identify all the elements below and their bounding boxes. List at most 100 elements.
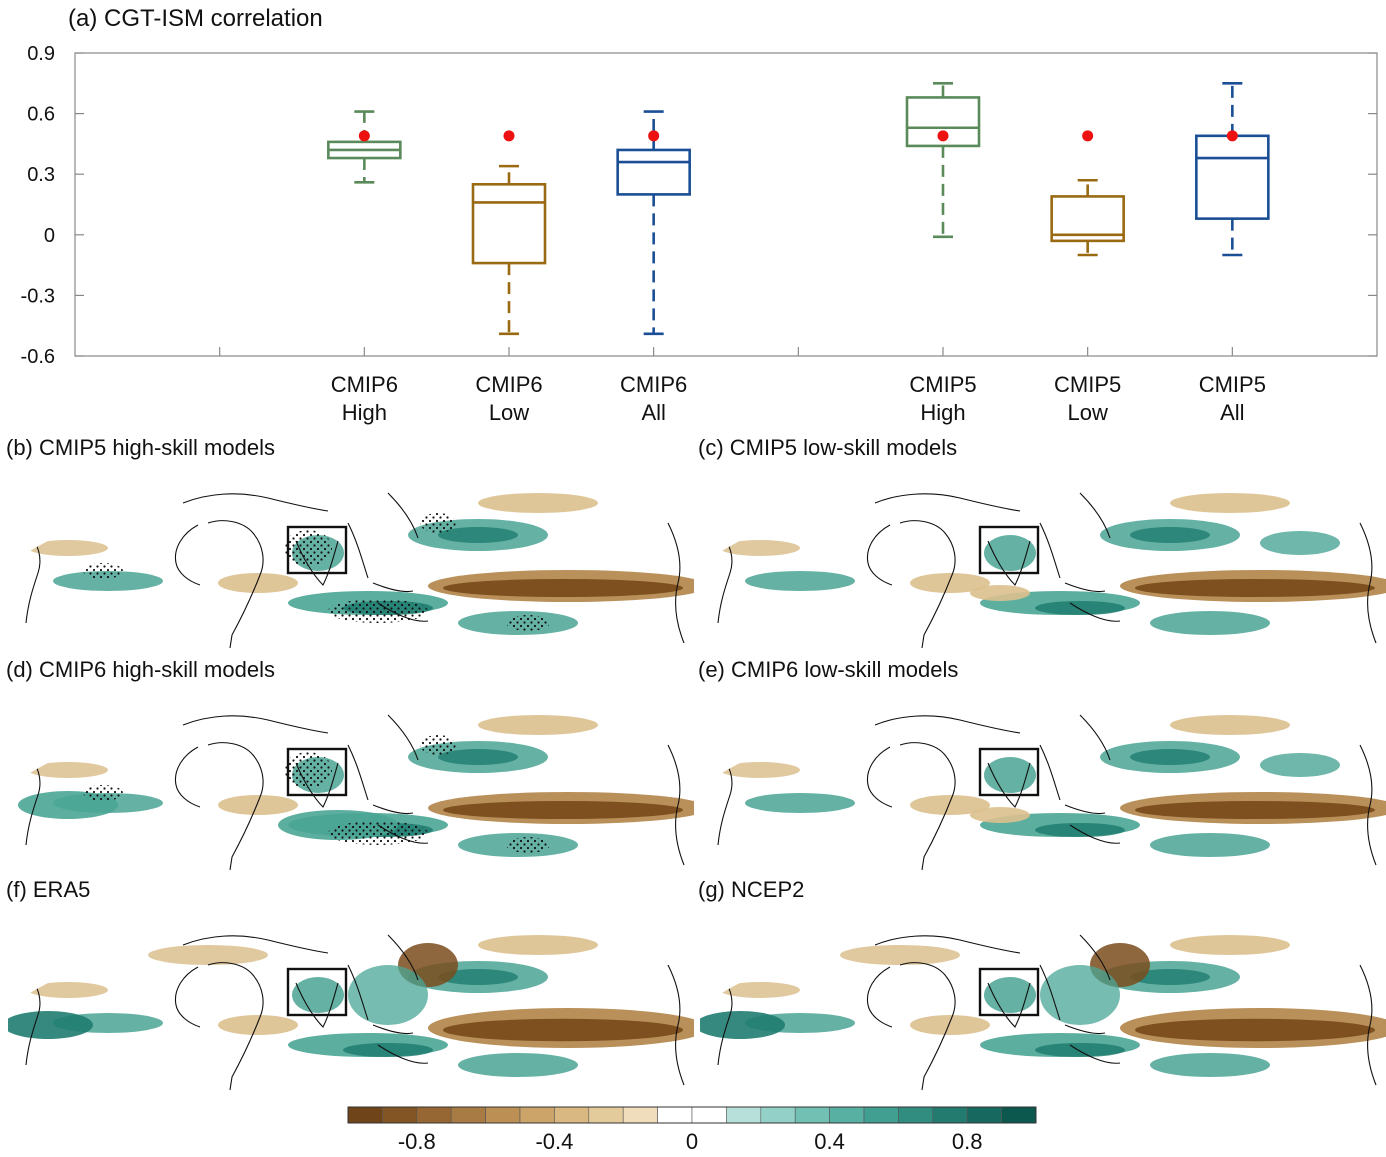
map-field (8, 915, 694, 1091)
anomaly-patch (1135, 579, 1375, 597)
reference-dot (1082, 130, 1094, 142)
anomaly-patch (438, 749, 518, 765)
coastline (874, 715, 1021, 734)
coastline (347, 744, 414, 815)
coastline (387, 934, 419, 981)
coastline (174, 524, 201, 586)
y-axis: 0.9 0.6 0.3 0 -0.3 -0.6 (21, 43, 1377, 368)
colorbar-segment (450, 1106, 486, 1124)
x-axis-labels: CMIP6 High CMIP6 Low CMIP6 All CMIP5 High CMIP5 L… (331, 372, 1266, 425)
anomaly-patch (218, 795, 298, 815)
x-label-line2: Low (489, 400, 529, 425)
anomaly-patch (292, 977, 344, 1013)
stipple-patch (328, 599, 428, 623)
coastline (866, 966, 893, 1028)
colorbar-tick-label: 0.8 (952, 1129, 983, 1154)
anomaly-patch (1170, 715, 1290, 735)
anomaly-patch (720, 540, 800, 556)
colorbar-segment (898, 1106, 934, 1124)
iqr-box (1195, 134, 1270, 220)
anomaly-patch (910, 573, 990, 593)
coastline (667, 522, 685, 644)
reference-dot (937, 130, 949, 142)
anomaly-patch (478, 493, 598, 513)
anomaly-patch (1170, 935, 1290, 955)
coastline (1069, 602, 1121, 622)
colorbar-segment (863, 1106, 899, 1124)
coastline (987, 762, 1031, 808)
anomaly-patch (745, 793, 855, 813)
colorbar-segment (760, 1106, 796, 1124)
anomaly-patch (910, 1015, 990, 1035)
anomaly-patch (1035, 823, 1125, 837)
box-cmip6-low (471, 130, 547, 336)
stipple-patch (284, 530, 332, 566)
coastline (987, 540, 1031, 586)
x-label-line1: CMIP5 (1054, 372, 1121, 397)
anomaly-patch (148, 945, 268, 965)
anomaly-patch (53, 571, 163, 591)
box-cmip6-all (616, 110, 691, 336)
coastline (347, 964, 414, 1035)
anomaly-patch (343, 1043, 433, 1057)
coastline (874, 935, 1021, 954)
colorbar-segment (932, 1106, 968, 1124)
anomaly-patch (1135, 1018, 1375, 1042)
colorbar-segment (657, 1106, 693, 1124)
map-title: (c) CMIP5 low-skill models (698, 435, 957, 460)
coastline (377, 1044, 429, 1064)
coastline (1359, 522, 1377, 644)
x-label-line1: CMIP6 (620, 372, 687, 397)
ism-region-box (978, 747, 1040, 797)
coastline (1039, 522, 1106, 593)
box-cmip5-high (905, 82, 981, 239)
stipple-patch (420, 735, 456, 755)
x-label-line2: All (1220, 400, 1244, 425)
coastline (1069, 1044, 1121, 1064)
map-field (8, 695, 694, 871)
map-field (700, 695, 1386, 871)
ism-region-box (978, 525, 1040, 575)
coastline (866, 524, 893, 586)
colorbar-tick-label: -0.4 (535, 1129, 573, 1154)
colorbar-segment (622, 1106, 658, 1124)
anomaly-patch (1170, 493, 1290, 513)
anomaly-patch (700, 1011, 785, 1039)
anomaly-patch (478, 715, 598, 735)
anomaly-patch (8, 1011, 93, 1039)
map-field (700, 473, 1386, 649)
map-field (700, 915, 1386, 1091)
coastline (899, 520, 956, 649)
iqr-box (1050, 195, 1125, 243)
x-label-line2: High (920, 400, 965, 425)
box-plot-panel: (a) CGT-ISM correlation 0.9 0.6 0.3 0 -0.3 -0… (21, 5, 1378, 425)
anomaly-patch (910, 795, 990, 815)
colorbar-segment (966, 1106, 1002, 1124)
reference-dot (503, 130, 515, 142)
reference-dot (358, 130, 370, 142)
map-panel-b: (b) CMIP5 high-skill models (6, 435, 694, 649)
anomaly-patch (348, 965, 428, 1025)
coastline (667, 744, 685, 866)
colorbar-segment (588, 1106, 624, 1124)
anomaly-patch (720, 982, 800, 998)
colorbar-segment (347, 1106, 383, 1124)
anomaly-patch (984, 757, 1036, 793)
anomaly-patch (443, 801, 683, 819)
coastline (1359, 744, 1377, 866)
stipple-patch (83, 563, 123, 579)
x-label-line1: CMIP6 (475, 372, 542, 397)
stipple-patch (328, 821, 428, 845)
significance-stipple (83, 735, 550, 853)
anomaly-patch (970, 585, 1030, 601)
coastline (182, 935, 329, 954)
map-title: (g) NCEP2 (698, 877, 804, 902)
anomaly-patch (218, 573, 298, 593)
reference-dot (648, 130, 660, 142)
y-tick-label: 0.9 (27, 43, 55, 65)
coastline (1039, 744, 1106, 815)
colorbar-tick-label: 0 (686, 1129, 698, 1154)
anomaly-patch (984, 535, 1036, 571)
coastline (207, 520, 264, 649)
